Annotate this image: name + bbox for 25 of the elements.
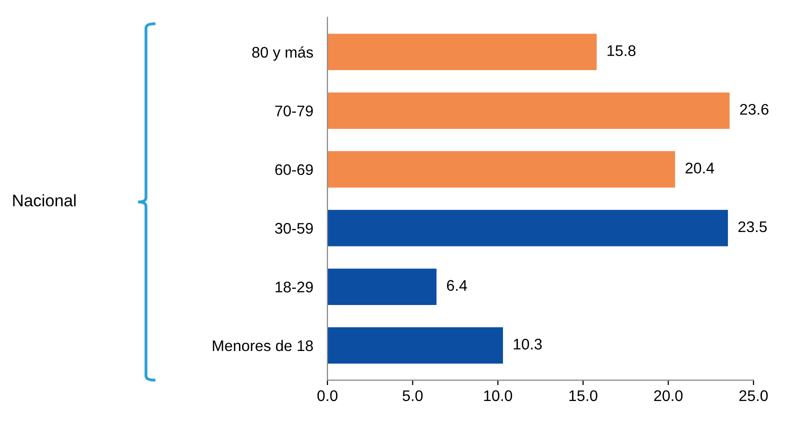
data-label: 6.4 [447, 280, 468, 291]
x-tick-label: 0.0 [317, 390, 338, 402]
y-tick-label: 18-29 [276, 282, 313, 292]
text: Nacional [13, 194, 76, 206]
y-tick-label: 70-79 [275, 106, 313, 116]
y-tick-label: 80 y más [252, 46, 313, 61]
x-tick-label: 25.0 [739, 390, 768, 402]
bar [327, 34, 597, 70]
x-tick-label: 20.0 [654, 390, 683, 402]
y-tick-label: 30-59 [275, 222, 313, 234]
data-label: 20.4 [686, 162, 714, 174]
y-tick-label: Menores de 18 [212, 340, 313, 352]
bar [327, 327, 503, 364]
x-tick-label: 10.0 [484, 390, 512, 402]
bar [327, 210, 728, 246]
data-label: 15.8 [608, 45, 636, 56]
bar [327, 268, 437, 305]
data-label: 10.3 [514, 338, 542, 350]
bar [327, 151, 676, 188]
x-tick-label: 15.0 [569, 390, 598, 402]
x-tick-label: 5.0 [402, 390, 423, 402]
y-tick-label: 60-69 [275, 164, 313, 176]
data-label: 23.5 [738, 221, 767, 232]
bar [327, 92, 730, 129]
data-label: 23.6 [740, 104, 768, 115]
